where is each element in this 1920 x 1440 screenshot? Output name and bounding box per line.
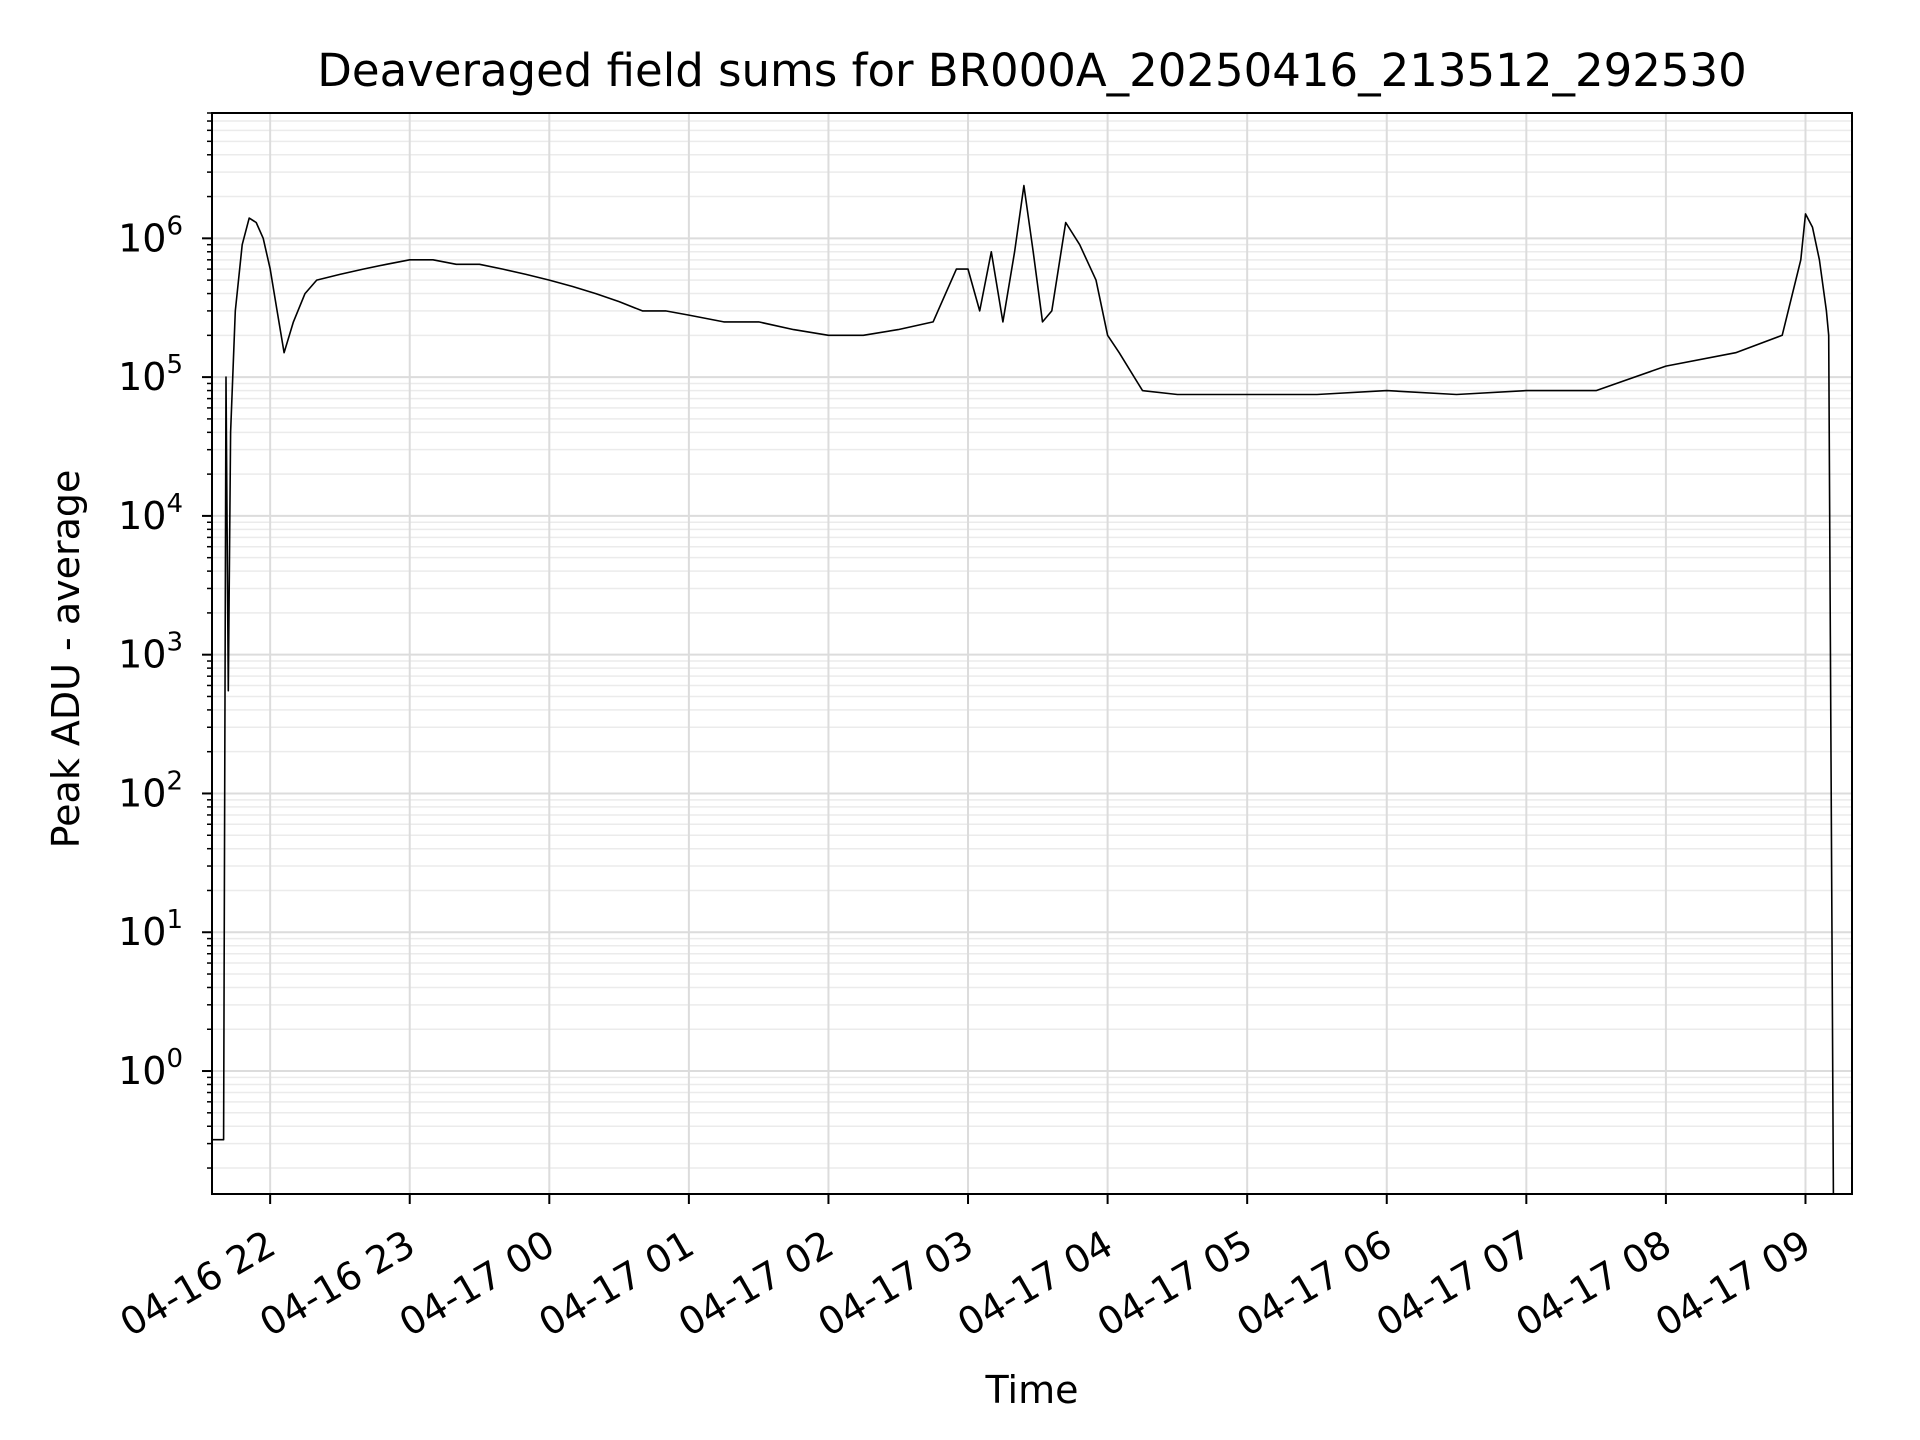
y-tick-label: 101 bbox=[118, 905, 183, 954]
y-tick-label: 102 bbox=[118, 766, 183, 815]
x-tick-label: 04-17 08 bbox=[1508, 1222, 1678, 1346]
x-tick-label: 04-16 22 bbox=[113, 1222, 283, 1346]
x-tick-label: 04-16 23 bbox=[252, 1222, 422, 1346]
y-tick-label: 105 bbox=[118, 350, 183, 399]
x-tick-label: 04-17 00 bbox=[392, 1222, 562, 1346]
x-axis-label: Time bbox=[985, 1368, 1079, 1412]
y-tick-label: 104 bbox=[118, 489, 183, 538]
x-tick-label: 04-17 01 bbox=[531, 1222, 701, 1346]
grid bbox=[207, 112, 1852, 1194]
chart-title: Deaveraged field sums for BR000A_2025041… bbox=[317, 44, 1746, 97]
y-tick-label: 106 bbox=[118, 211, 183, 260]
x-tick-label: 04-17 09 bbox=[1648, 1222, 1818, 1346]
plot-frame bbox=[211, 112, 1853, 1195]
x-tick-label: 04-17 03 bbox=[811, 1222, 981, 1346]
x-tick-label: 04-17 02 bbox=[671, 1222, 841, 1346]
x-tick-label: 04-17 05 bbox=[1090, 1222, 1260, 1346]
y-axis-label: Peak ADU - average bbox=[44, 470, 88, 849]
y-tick-label: 100 bbox=[118, 1044, 183, 1093]
x-tick-label: 04-17 07 bbox=[1369, 1222, 1539, 1346]
x-tick-label: 04-17 06 bbox=[1229, 1222, 1399, 1346]
y-axis-ticks: 100 101 102 103 104 105 106 bbox=[118, 211, 212, 1093]
x-tick-label: 04-17 04 bbox=[950, 1222, 1120, 1346]
series-line bbox=[212, 184, 1835, 1195]
y-tick-label: 103 bbox=[118, 628, 183, 677]
plot-area bbox=[212, 184, 1835, 1195]
